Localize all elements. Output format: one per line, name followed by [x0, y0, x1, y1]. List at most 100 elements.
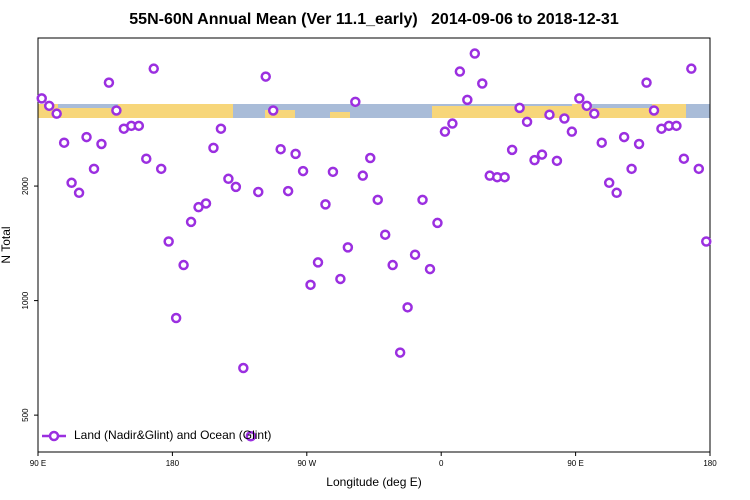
- point: [581, 100, 593, 112]
- point: [626, 163, 637, 175]
- point: [103, 77, 115, 88]
- point: [701, 236, 712, 247]
- x-tick-label: 0: [439, 459, 444, 468]
- point: [148, 63, 159, 74]
- point: [335, 273, 346, 285]
- legend-marker: [48, 430, 60, 442]
- point: [439, 126, 451, 137]
- point: [417, 194, 428, 206]
- point: [230, 181, 242, 193]
- point: [402, 302, 413, 313]
- point: [506, 144, 518, 156]
- point: [141, 153, 152, 164]
- map-strip: [38, 104, 710, 118]
- point: [365, 152, 376, 164]
- point: [297, 165, 309, 177]
- point: [686, 63, 697, 74]
- point: [350, 96, 361, 108]
- point: [424, 263, 436, 275]
- point: [223, 173, 234, 185]
- point: [312, 257, 324, 268]
- point: [58, 137, 70, 148]
- point: [163, 236, 174, 247]
- point: [641, 77, 652, 88]
- point: [603, 177, 615, 189]
- point: [574, 93, 585, 104]
- point: [253, 186, 264, 198]
- point: [693, 163, 705, 175]
- point: [409, 249, 421, 260]
- point: [342, 242, 354, 253]
- point: [200, 198, 212, 209]
- point: [88, 163, 100, 175]
- point: [327, 166, 339, 178]
- point: [551, 155, 563, 167]
- point: [447, 118, 458, 129]
- point: [521, 116, 533, 128]
- point: [618, 131, 630, 143]
- point: [477, 78, 488, 89]
- point: [394, 347, 406, 358]
- point: [43, 100, 55, 112]
- point: [111, 105, 122, 116]
- point: [66, 177, 77, 189]
- point: [559, 113, 570, 124]
- point: [208, 142, 219, 154]
- point: [245, 431, 257, 442]
- point: [290, 148, 301, 160]
- point: [379, 229, 391, 240]
- point: [282, 185, 294, 197]
- point: [544, 109, 555, 120]
- point: [155, 163, 167, 175]
- point: [566, 126, 578, 137]
- point: [170, 312, 182, 324]
- point: [238, 362, 249, 374]
- x-tick-label: 180: [703, 459, 717, 468]
- chart-title: 55N-60N Annual Mean (Ver 11.1_early) 201…: [129, 11, 619, 28]
- point: [36, 93, 47, 104]
- point: [51, 108, 62, 119]
- point: [678, 153, 690, 164]
- point: [96, 138, 107, 150]
- point: [387, 259, 398, 271]
- y-axis-label: N Total: [0, 226, 13, 263]
- x-axis-label: Longitude (deg E): [326, 475, 421, 489]
- point: [320, 199, 331, 210]
- plot-frame: [37, 37, 711, 453]
- point: [215, 123, 227, 134]
- y-tick-label: 500: [21, 408, 30, 422]
- point: [133, 120, 145, 132]
- point: [305, 279, 316, 291]
- legend-label: Land (Nadir&Glint) and Ocean (Glint): [74, 428, 271, 442]
- point: [529, 154, 540, 166]
- point: [536, 149, 548, 160]
- point: [267, 105, 279, 116]
- point: [454, 66, 466, 77]
- point: [432, 217, 443, 229]
- x-tick-label: 90 E: [30, 459, 46, 468]
- point: [671, 120, 682, 132]
- point: [178, 259, 189, 271]
- point: [462, 94, 473, 106]
- point: [260, 71, 271, 82]
- point: [372, 194, 383, 206]
- point: [357, 170, 369, 181]
- point: [81, 131, 92, 143]
- y-tick-label: 1000: [21, 291, 30, 309]
- point: [633, 138, 645, 150]
- x-tick-label: 90 W: [297, 459, 316, 468]
- x-tick-label: 180: [166, 459, 180, 468]
- point: [185, 216, 197, 228]
- point: [611, 187, 622, 199]
- point: [514, 102, 525, 114]
- point: [596, 137, 607, 148]
- y-tick-label: 2000: [21, 177, 30, 195]
- point: [469, 48, 481, 59]
- point: [589, 108, 600, 119]
- point: [648, 105, 660, 116]
- point: [275, 143, 286, 155]
- point: [499, 171, 510, 183]
- x-tick-label: 90 E: [567, 459, 583, 468]
- point: [73, 187, 85, 199]
